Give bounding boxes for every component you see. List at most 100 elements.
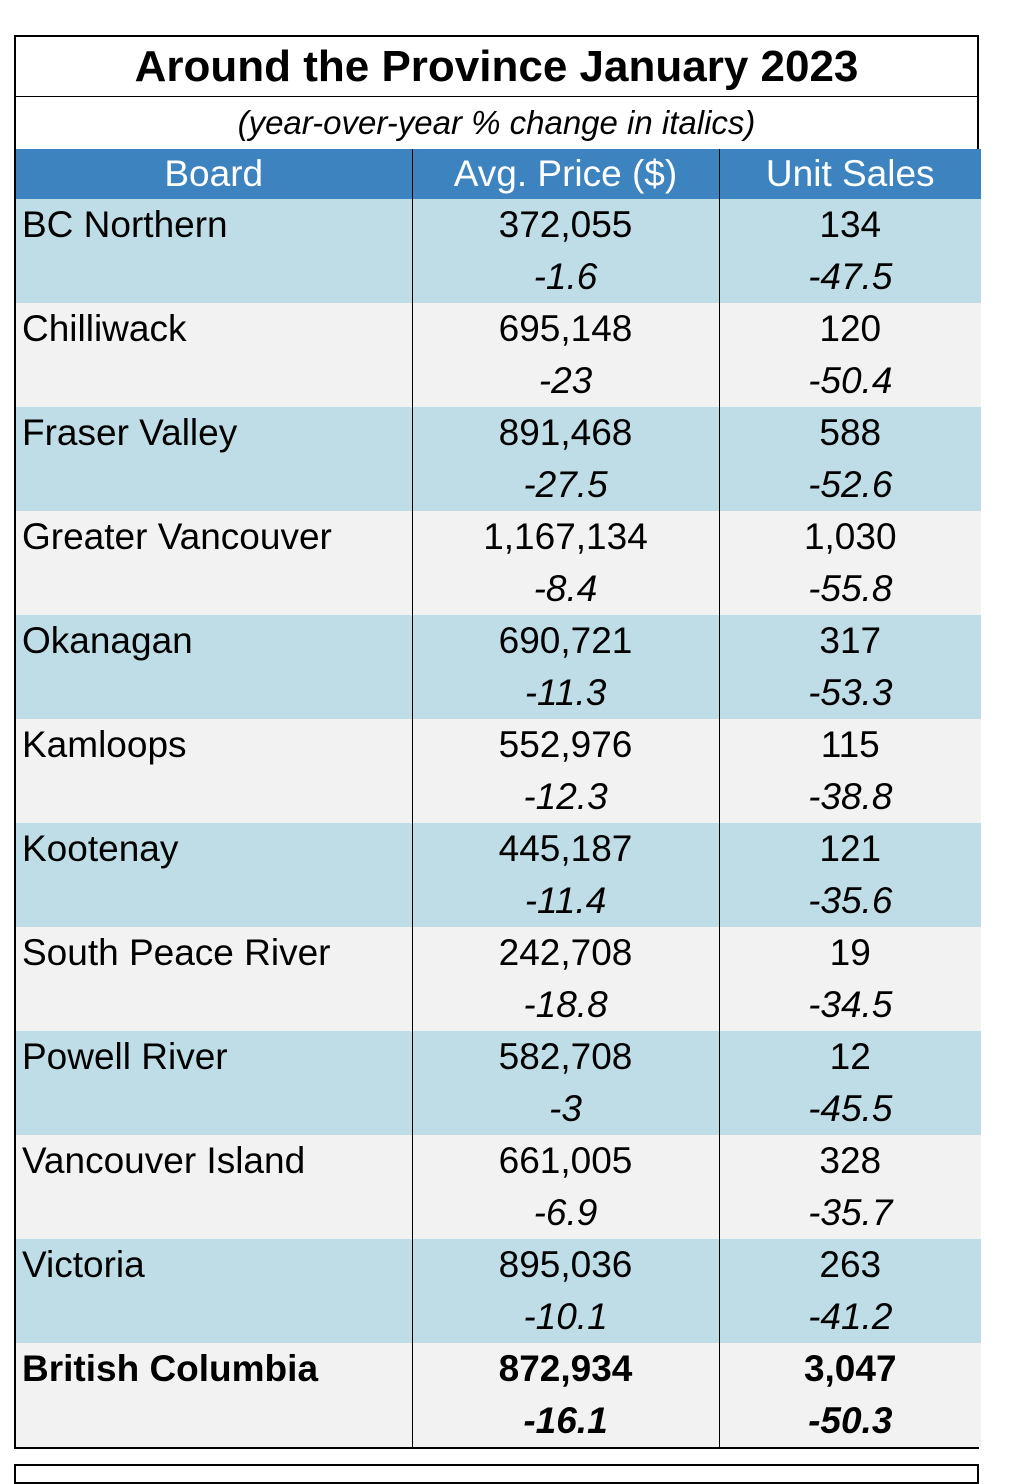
board-name: BC Northern [22,204,228,245]
unit-sales-cell: 120 -50.4 [718,303,981,407]
avg-price-value: 372,055 [498,204,633,245]
board-cell: Chilliwack [16,303,412,407]
avg-price-cell: 1,167,134 -8.4 [411,511,719,615]
column-header-avg-price: Avg. Price ($) [411,149,719,199]
unit-sales-value: 1,030 [803,516,897,557]
board-name: Kamloops [22,724,187,765]
avg-price-cell: 661,005 -6.9 [411,1135,719,1239]
table-row: Kamloops 552,976 -12.3 115 -38.8 [16,719,981,823]
avg-price-cell: 872,934 -16.1 [411,1343,719,1447]
table-row: Greater Vancouver 1,167,134 -8.4 1,030 -55.8 [16,511,981,615]
unit-sales-yoy-change: -35.7 [808,1192,893,1233]
avg-price-yoy-change: -27.5 [523,464,608,505]
unit-sales-value: 3,047 [803,1348,897,1389]
avg-price-value: 690,721 [498,620,633,661]
board-name: Greater Vancouver [22,516,332,557]
unit-sales-cell: 317 -53.3 [718,615,981,719]
unit-sales-yoy-change: -35.6 [808,880,893,921]
avg-price-yoy-change: -1.6 [533,256,598,297]
board-cell: Kootenay [16,823,412,927]
avg-price-cell: 242,708 -18.8 [411,927,719,1031]
board-cell: Greater Vancouver [16,511,412,615]
unit-sales-cell: 12 -45.5 [718,1031,981,1135]
table-row: BC Northern 372,055 -1.6 134 -47.5 [16,199,981,303]
data-table: Board Avg. Price ($) Unit Sales BC North… [16,149,981,1447]
unit-sales-value: 134 [819,204,882,245]
table-row: Vancouver Island 661,005 -6.9 328 -35.7 [16,1135,981,1239]
unit-sales-cell: 134 -47.5 [718,199,981,303]
board-name: Vancouver Island [22,1140,306,1181]
unit-sales-yoy-change: -50.4 [808,360,893,401]
avg-price-yoy-change: -8.4 [533,568,598,609]
avg-price-value: 1,167,134 [483,516,648,557]
table-row: South Peace River 242,708 -18.8 19 -34.5 [16,927,981,1031]
board-name: British Columbia [22,1348,319,1389]
unit-sales-yoy-change: -34.5 [808,984,893,1025]
board-name: Chilliwack [22,308,187,349]
board-name: South Peace River [22,932,331,973]
unit-sales-cell: 263 -41.2 [718,1239,981,1343]
unit-sales-value: 12 [829,1036,871,1077]
avg-price-yoy-change: -11.4 [524,880,607,921]
avg-price-value: 695,148 [498,308,633,349]
total-row: British Columbia 872,934 -16.1 3,047 -50.3 [16,1343,981,1447]
unit-sales-value: 588 [819,412,882,453]
avg-price-yoy-change: -11.3 [524,672,607,713]
avg-price-value: 872,934 [498,1348,633,1389]
avg-price-value: 582,708 [498,1036,633,1077]
unit-sales-yoy-change: -53.3 [808,672,893,713]
unit-sales-cell: 328 -35.7 [718,1135,981,1239]
avg-price-value: 552,976 [498,724,633,765]
unit-sales-value: 121 [819,828,882,869]
unit-sales-cell: 121 -35.6 [718,823,981,927]
table-row: Powell River 582,708 -3 12 -45.5 [16,1031,981,1135]
avg-price-cell: 891,468 -27.5 [411,407,719,511]
table-frame: Around the Province January 2023 (year-o… [14,35,981,1449]
table-row: Okanagan 690,721 -11.3 317 -53.3 [16,615,981,719]
board-cell: British Columbia [16,1343,412,1447]
board-name: Okanagan [22,620,193,661]
board-cell: BC Northern [16,199,412,303]
avg-price-yoy-change: -23 [538,360,593,401]
unit-sales-yoy-change: -41.2 [808,1296,893,1337]
board-name: Fraser Valley [22,412,238,453]
avg-price-cell: 372,055 -1.6 [411,199,719,303]
avg-price-cell: 445,187 -11.4 [411,823,719,927]
table-row: Chilliwack 695,148 -23 120 -50.4 [16,303,981,407]
avg-price-cell: 552,976 -12.3 [411,719,719,823]
avg-price-cell: 690,721 -11.3 [411,615,719,719]
board-name: Kootenay [22,828,179,869]
table-row: Victoria 895,036 -10.1 263 -41.2 [16,1239,981,1343]
avg-price-value: 895,036 [498,1244,633,1285]
table-body: BC Northern 372,055 -1.6 134 -47.5 Chilliwack… [16,199,981,1447]
unit-sales-value: 263 [819,1244,882,1285]
unit-sales-cell: 19 -34.5 [718,927,981,1031]
avg-price-yoy-change: -16.1 [523,1400,608,1441]
unit-sales-cell: 1,030 -55.8 [718,511,981,615]
board-name: Victoria [22,1244,145,1285]
unit-sales-yoy-change: -50.3 [808,1400,893,1441]
unit-sales-yoy-change: -55.8 [808,568,893,609]
unit-sales-cell: 3,047 -50.3 [718,1343,981,1447]
avg-price-value: 661,005 [498,1140,633,1181]
board-cell: Fraser Valley [16,407,412,511]
unit-sales-yoy-change: -38.8 [808,776,893,817]
table-title: Around the Province January 2023 [16,37,977,97]
unit-sales-value: 317 [819,620,882,661]
table-subtitle: (year-over-year % change in italics) [237,104,756,141]
board-cell: Okanagan [16,615,412,719]
avg-price-value: 445,187 [498,828,633,869]
table-row: Kootenay 445,187 -11.4 121 -35.6 [16,823,981,927]
avg-price-yoy-change: -10.1 [523,1296,608,1337]
unit-sales-yoy-change: -52.6 [808,464,893,505]
column-header-board: Board [16,149,412,199]
avg-price-yoy-change: -18.8 [523,984,608,1025]
board-name: Powell River [22,1036,228,1077]
unit-sales-value: 19 [829,932,871,973]
column-header-unit-sales: Unit Sales [718,149,981,199]
avg-price-cell: 895,036 -10.1 [411,1239,719,1343]
unit-sales-cell: 588 -52.6 [718,407,981,511]
unit-sales-value: 328 [819,1140,882,1181]
avg-price-yoy-change: -3 [549,1088,582,1129]
next-table-frame [14,1464,979,1484]
